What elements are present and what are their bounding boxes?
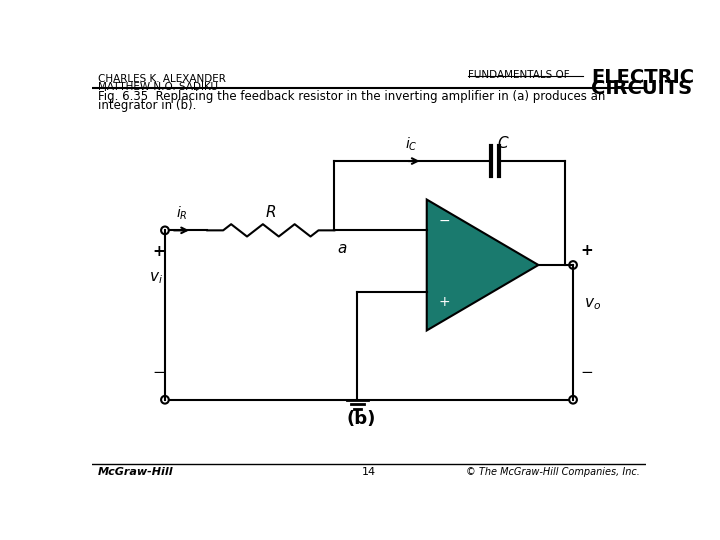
- Text: CIRCUITS: CIRCUITS: [590, 79, 692, 98]
- Text: (b): (b): [346, 410, 376, 428]
- Text: FUNDAMENTALS OF: FUNDAMENTALS OF: [467, 70, 570, 80]
- Text: $i_R$: $i_R$: [176, 205, 188, 222]
- Text: +: +: [153, 244, 165, 259]
- Text: $-$: $-$: [438, 213, 450, 227]
- Text: +: +: [580, 243, 593, 258]
- Text: $a$: $a$: [338, 241, 348, 256]
- Text: integrator in (b).: integrator in (b).: [98, 99, 197, 112]
- Text: $i_C$: $i_C$: [405, 135, 418, 153]
- Text: $R$: $R$: [265, 204, 276, 220]
- Text: $v_i$: $v_i$: [149, 271, 163, 286]
- Text: CHARLES K. ALEXANDER: CHARLES K. ALEXANDER: [98, 74, 226, 84]
- Text: $-$: $-$: [580, 363, 593, 378]
- Polygon shape: [427, 200, 539, 330]
- Text: $-$: $-$: [152, 363, 166, 378]
- Text: © The McGraw-Hill Companies, Inc.: © The McGraw-Hill Companies, Inc.: [466, 467, 640, 477]
- Text: ELECTRIC: ELECTRIC: [590, 68, 694, 87]
- Text: $+$: $+$: [438, 295, 450, 309]
- Text: $C$: $C$: [497, 135, 510, 151]
- Text: McGraw-Hill: McGraw-Hill: [98, 467, 174, 477]
- Text: $v_o$: $v_o$: [584, 296, 601, 312]
- Text: MATTHEW N.O. SADIKU: MATTHEW N.O. SADIKU: [98, 82, 218, 92]
- Text: 14: 14: [362, 467, 376, 477]
- Text: Fig. 6.35  Replacing the feedback resistor in the inverting amplifier in (a) pro: Fig. 6.35 Replacing the feedback resisto…: [98, 90, 606, 103]
